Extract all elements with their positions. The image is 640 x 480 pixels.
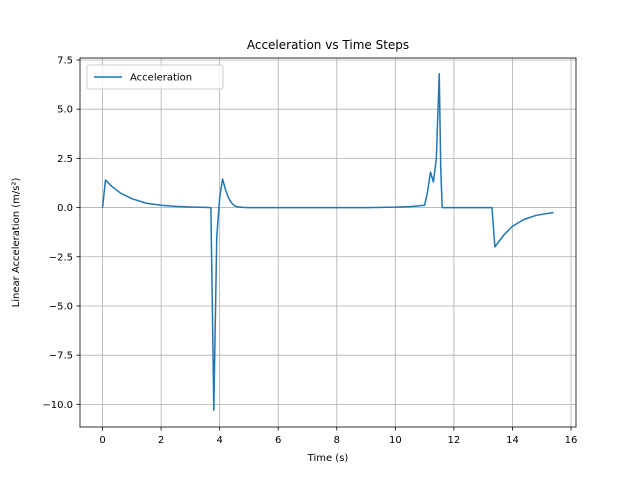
- series-line-acceleration: [101, 72, 554, 412]
- x-tick-label: 2: [158, 435, 164, 446]
- x-tick-label: 6: [275, 435, 281, 446]
- y-tick-label: 0.0: [57, 203, 73, 214]
- y-tick-label: −7.5: [49, 351, 73, 362]
- y-tick-label: 5.0: [57, 105, 73, 116]
- series-layer: [101, 72, 554, 412]
- x-axis-label: Time (s): [307, 453, 349, 464]
- x-tick-label: 12: [448, 435, 461, 446]
- ticks: 0 2 4 6 8 10 12 14 16 −10.0 −7.5 −5.0 −2.5 0.0 2.5 5.0 7…: [42, 55, 577, 446]
- y-axis-label: Linear Acceleration (m/s²): [11, 178, 22, 308]
- x-tick-label: 16: [565, 435, 578, 446]
- y-tick-label: 2.5: [57, 154, 73, 165]
- y-tick-label: −10.0: [42, 400, 73, 411]
- legend-box: [86, 64, 224, 90]
- x-tick-label: 4: [216, 435, 222, 446]
- x-tick-label: 10: [389, 435, 402, 446]
- y-tick-label: −2.5: [49, 252, 73, 263]
- legend-label: Acceleration: [130, 73, 192, 84]
- x-tick-label: 14: [506, 435, 519, 446]
- chart-title: Acceleration vs Time Steps: [247, 38, 409, 52]
- x-tick-label: 0: [99, 435, 105, 446]
- y-tick-label: 7.5: [57, 55, 73, 66]
- x-tick-label: 8: [334, 435, 340, 446]
- plot-frame: [79, 57, 577, 428]
- legend: Acceleration: [86, 64, 224, 90]
- y-tick-label: −5.0: [49, 301, 73, 312]
